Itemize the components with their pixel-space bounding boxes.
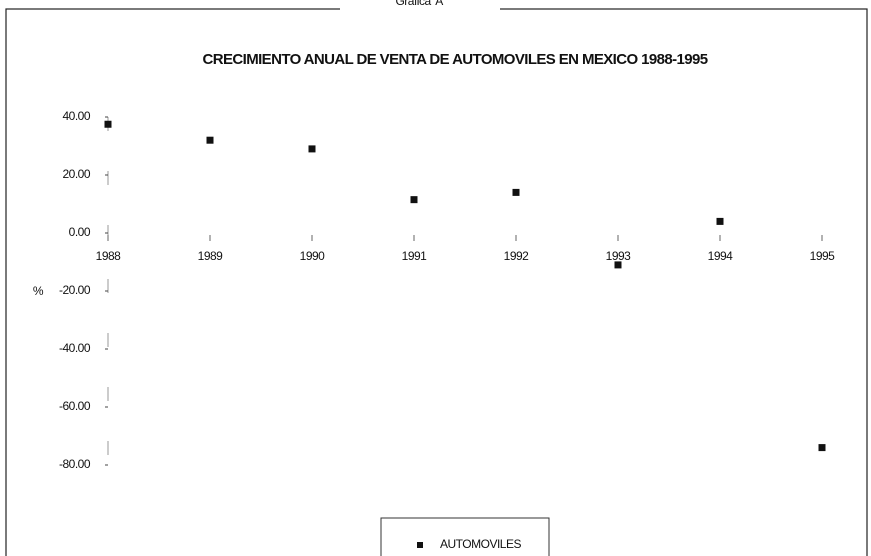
y-tick-label: 0.00 [69,225,91,239]
x-tick-label: 1990 [300,249,326,263]
x-tick-label: 1991 [402,249,428,263]
legend-marker [417,542,423,548]
point [818,444,826,452]
y-tick-label: -80.00 [59,457,91,471]
x-tick-label: 1992 [504,249,530,263]
y-tick-label: 20.00 [62,167,90,181]
y-axis-label: % [33,284,44,298]
y-tick-label: -20.00 [59,283,91,297]
point [410,196,418,204]
chart-title: CRECIMIENTO ANUAL DE VENTA DE AUTOMOVILE… [203,51,708,68]
y-tick-label: 40.00 [62,109,90,123]
point [308,145,316,153]
header-bg [340,3,500,13]
x-tick-label: 1995 [810,249,836,263]
header: Gráfica 'A' [395,0,444,8]
legend-label: AUTOMOVILES [440,537,521,551]
y-tick-label: -60.00 [59,399,91,413]
x-tick-label: 1989 [198,249,224,263]
frame [5,8,868,556]
y-tick-label: -40.00 [59,341,91,355]
point [614,261,622,269]
x-tick-label: 1994 [708,249,734,263]
x-tick-label: 1988 [96,249,122,263]
point [716,217,724,225]
x-tick-label: 1993 [606,249,632,263]
point [206,136,214,144]
legend-box [380,517,550,556]
point [104,120,112,128]
point [512,188,520,196]
